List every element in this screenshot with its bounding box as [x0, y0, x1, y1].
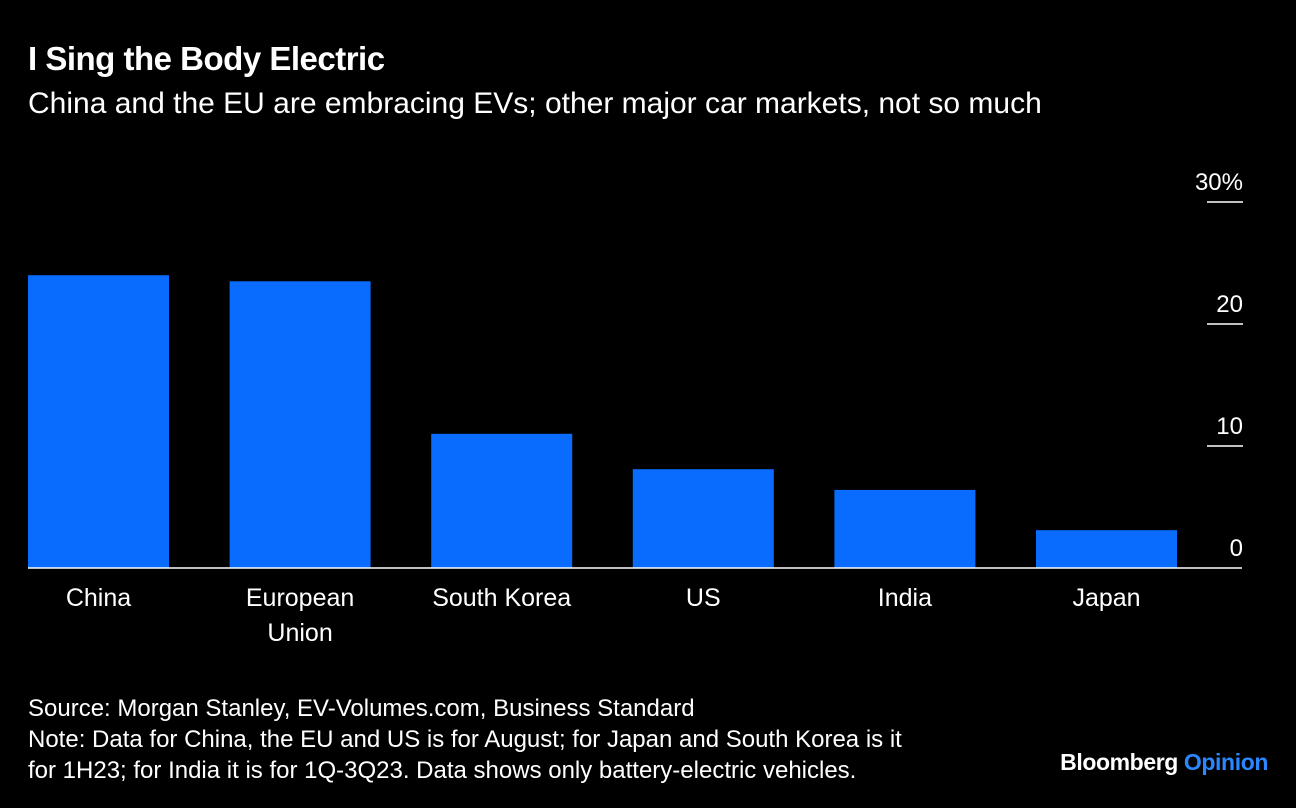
category-label: China — [66, 584, 131, 612]
brand-name: Bloomberg — [1060, 749, 1178, 775]
chart-footer: Source: Morgan Stanley, EV-Volumes.com, … — [28, 693, 1028, 786]
category-label: European — [246, 584, 354, 612]
bloomberg-opinion-logo: Bloomberg Opinion — [1060, 749, 1268, 776]
bar-european-union — [229, 281, 371, 568]
chart-title: I Sing the Body Electric — [28, 40, 385, 77]
y-tick-label: 30% — [1195, 169, 1243, 196]
brand-section: Opinion — [1183, 749, 1268, 775]
category-label: South Korea — [432, 584, 571, 612]
note-text-line2: for 1H23; for India it is for 1Q-3Q23. D… — [28, 757, 857, 784]
bar-japan — [1036, 530, 1177, 568]
category-label: US — [686, 584, 721, 612]
chart-subtitle: China and the EU are embracing EVs; othe… — [28, 87, 1042, 120]
bar-south-korea — [431, 433, 573, 568]
bar-us — [632, 469, 774, 568]
category-label: Union — [267, 619, 332, 647]
bar-chart: 0 10 20 30% China European Union South Korea US I… — [28, 169, 1243, 647]
note-text-line1: Note: Data for China, the EU and US is f… — [28, 726, 902, 753]
bar-china — [28, 275, 169, 568]
y-tick-label: 10 — [1216, 413, 1243, 440]
y-tick-label: 0 — [1230, 535, 1243, 562]
source-text: Source: Morgan Stanley, EV-Volumes.com, … — [28, 695, 695, 722]
category-label: India — [878, 584, 932, 612]
y-tick-label: 20 — [1216, 291, 1243, 318]
bar-india — [834, 489, 976, 568]
category-label: Japan — [1072, 584, 1140, 612]
